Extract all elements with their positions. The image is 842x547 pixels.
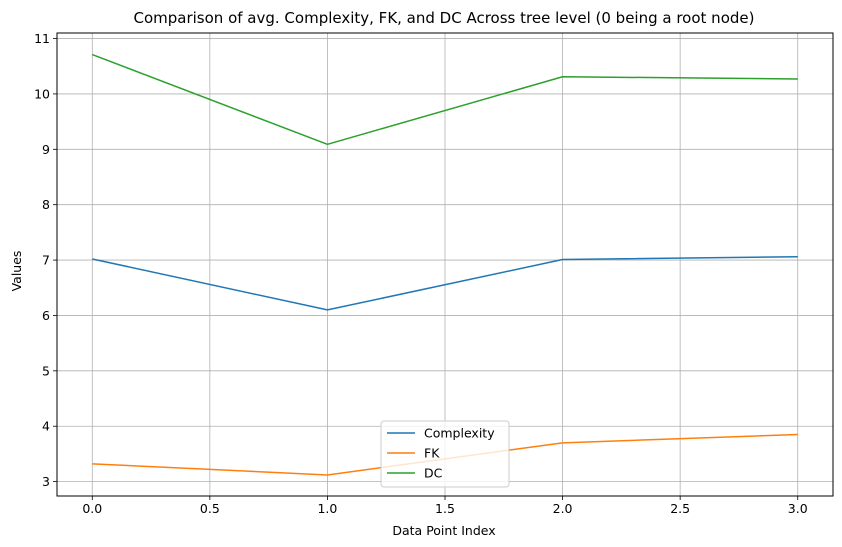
y-tick-label: 5 <box>42 363 50 378</box>
x-tick-label: 3.0 <box>788 501 808 516</box>
x-tick-label: 0.5 <box>200 501 220 516</box>
y-axis-label: Values <box>9 251 24 292</box>
y-tick-label: 3 <box>42 474 50 489</box>
y-axis-ticks: 3 4 5 6 7 8 9 10 11 <box>34 31 57 489</box>
x-tick-label: 2.5 <box>670 501 690 516</box>
x-tick-label: 1.0 <box>317 501 337 516</box>
x-axis-label: Data Point Index <box>392 523 495 538</box>
legend-items: Complexity FK DC <box>387 426 495 481</box>
y-tick-label: 4 <box>42 419 50 434</box>
y-tick-label: 9 <box>42 142 50 157</box>
legend-label-complexity: Complexity <box>424 426 495 441</box>
series-line-complexity <box>92 255 798 311</box>
x-tick-label: 0.0 <box>82 501 102 516</box>
legend-label-fk: FK <box>424 446 440 461</box>
chart-title: Comparison of avg. Complexity, FK, and D… <box>134 9 755 27</box>
y-tick-label: 7 <box>42 253 50 268</box>
x-tick-label: 1.5 <box>435 501 455 516</box>
legend-box <box>380 420 510 488</box>
y-tick-label: 10 <box>34 86 50 101</box>
x-axis-ticks: 0.0 0.5 1.0 1.5 2.0 2.5 3.0 <box>82 496 808 516</box>
legend: Complexity FK DC <box>380 420 510 488</box>
y-tick-label: 6 <box>42 308 50 323</box>
grid-lines <box>57 33 833 496</box>
y-tick-label: 8 <box>42 197 50 212</box>
series-line-dc <box>92 53 798 146</box>
y-tick-label: 11 <box>34 31 50 46</box>
x-tick-label: 2.0 <box>553 501 573 516</box>
legend-label-dc: DC <box>424 466 443 481</box>
